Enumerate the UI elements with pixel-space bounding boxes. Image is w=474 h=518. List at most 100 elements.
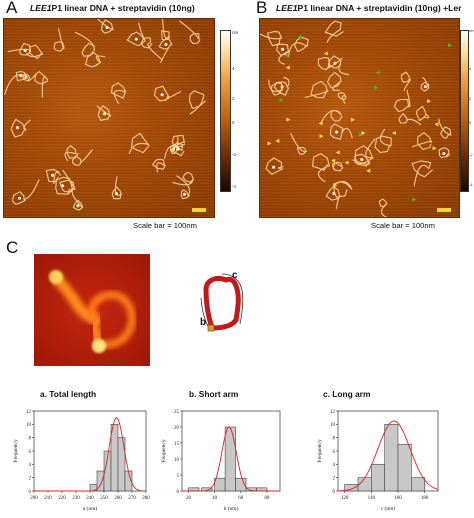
yellow-arrow-marker [434,122,439,127]
y-tick-label: 2 [333,476,336,481]
dna-molecule [337,92,347,104]
y-tick-label: 2 [29,476,32,481]
yellow-arrow-marker [432,146,437,151]
y-axis-label: Frequency [161,439,167,462]
dna-molecule [326,71,342,91]
panel-c-zoom-molecule [34,254,150,366]
dna-molecule [53,28,65,52]
dna-molecule [374,128,392,153]
dna-molecule [400,71,411,92]
dna-molecule [22,73,38,82]
streptavidin-dot [114,192,118,195]
x-axis-label: b (nm) [224,505,239,512]
panel-b-colorbar-tick: -2 [469,152,473,157]
x-tick-label: 260 [114,496,122,501]
panel-b-title: LEE1P1 linear DNA + streptavidin (10ng) … [276,3,461,13]
panel-b-colorbar-tick: 0 [469,120,472,125]
dna-molecule [420,77,430,92]
hist-a-title: a. Total length [40,389,97,399]
histogram-bar [117,437,126,492]
streptavidin-dot [164,42,168,46]
x-tick-label: 250 [100,496,108,501]
x-tick-label: 210 [44,496,52,501]
hist-b-plot: 20 40 60 80 0 5 10 15 20 25 b (nm) Frequency [161,410,281,512]
y-tick-label: 0 [29,490,32,495]
dna-molecule [332,161,344,172]
dna-molecule [26,44,44,60]
y-tick-label: 0 [333,490,336,495]
panel-a-dna-molecules [4,19,207,211]
dna-molecule [438,118,452,139]
histogram-bar [110,424,119,492]
panel-a-colorbar-tick: 4 [232,66,235,71]
streptavidin-dot [183,192,186,196]
dna-molecule [74,31,95,57]
x-tick-label: 20 [186,496,192,501]
schematic-marker [207,324,215,332]
streptavidin-dot [281,47,285,51]
x-tick-label: 160 [394,496,402,501]
dna-molecule-group [4,19,207,211]
dna-molecule [7,42,32,56]
panel-b-colorbar-unit: nm [469,28,474,33]
x-tick-label: 230 [72,496,80,501]
dna-molecule [354,138,376,165]
dna-molecule [11,179,40,206]
dna-molecule [416,105,430,122]
streptavidin-dot [176,147,180,151]
dna-molecule [85,51,106,68]
panel-b-colorbar-tick: 4 [469,66,472,71]
yellow-arrow-marker [318,121,323,126]
dna-molecule [438,147,450,159]
y-tick-label: 12 [26,410,32,415]
gaussian-fit-curve [182,426,280,492]
histogram-bar [256,487,268,492]
dna-molecule [158,37,173,63]
yellow-arrow-marker [426,99,431,104]
panel-a-title-rest: P1 linear DNA + streptavidin (10ng) [51,3,195,13]
dna-molecule [178,20,201,45]
y-tick-label: 5 [177,474,180,479]
y-tick-label: 25 [174,410,180,415]
y-tick-label: 12 [330,410,336,415]
x-tick-label: 60 [238,496,244,501]
x-tick-label: 40 [212,496,218,501]
panel-b-colorbar-tick: 2 [469,96,472,101]
schematic-label-b: b [200,317,207,328]
hist-b: 20 40 60 80 0 5 10 15 20 25 b (nm) Frequency [160,405,286,513]
dna-molecule [152,158,166,173]
panel-b-afm-image [259,18,460,218]
streptavidin-dot [61,184,65,188]
x-tick-label: 180 [421,496,429,501]
histogram-bar [411,477,425,492]
x-tick-label: 240 [86,496,94,501]
dna-molecule [128,132,150,155]
dna-molecule [126,22,146,47]
panel-b-colorbar-tick: -4 [469,182,473,187]
panel-a-scalebar [192,208,206,212]
hist-c-plot: 120 140 160 180 0 2 4 6 8 10 12 c (nm) Frequency [317,410,439,512]
yellow-arrow-marker [319,134,324,139]
dna-molecule [268,79,283,96]
dna-molecule [333,180,353,198]
dna-molecule [276,43,290,65]
streptavidin-dot [442,152,446,156]
dna-molecule [324,20,344,43]
panel-b-title-gene: LEE1 [276,3,298,13]
yellow-arrow-marker [285,65,290,70]
x-tick-label: 270 [128,496,136,501]
y-tick-label: 10 [330,423,336,428]
streptavidin-dot [360,158,364,161]
dna-molecule [311,153,330,183]
dna-molecule [10,118,31,138]
x-axis-label: c (nm) [381,505,396,512]
yellow-arrow-marker [267,141,272,146]
dna-molecule [111,176,123,200]
dna-molecule [317,57,343,71]
yellow-arrow-marker [286,117,291,122]
y-tick-label: 4 [29,463,32,468]
x-tick-label: 280 [142,496,150,501]
histogram-bar [397,444,412,492]
yellow-arrow-marker [344,160,349,165]
y-tick-label: 6 [333,450,336,455]
